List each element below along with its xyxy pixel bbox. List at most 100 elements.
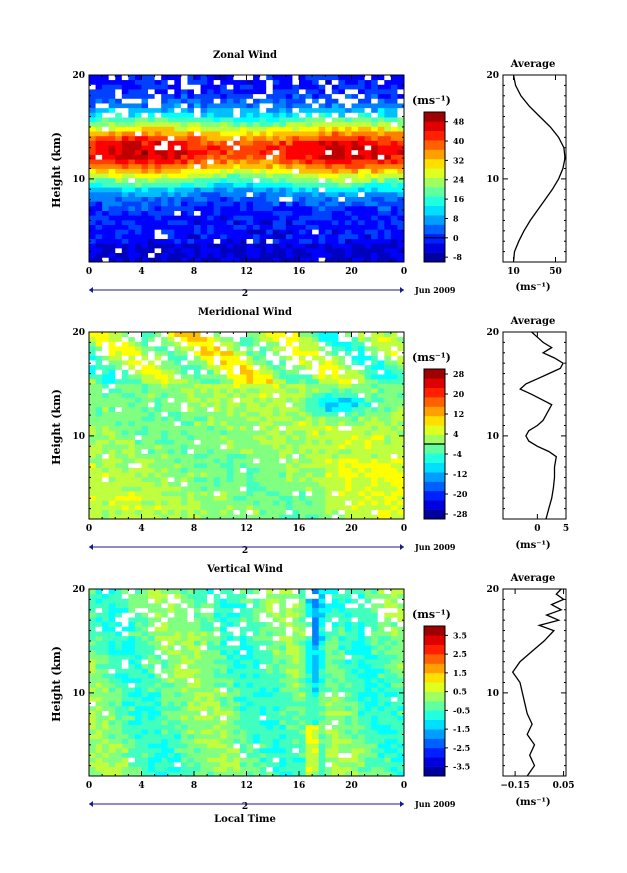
heatmap-cell	[89, 168, 96, 174]
heatmap-cell	[338, 500, 346, 506]
heatmap-cell	[200, 238, 208, 244]
heatmap-cell	[266, 336, 274, 342]
heatmap-cell	[344, 103, 352, 109]
heatmap-cell	[180, 621, 188, 627]
heatmap-cell	[312, 509, 320, 515]
heatmap-cell	[318, 392, 326, 398]
heatmap-cell	[154, 201, 162, 207]
heatmap-cell	[134, 233, 142, 240]
heatmap-cell	[194, 154, 201, 160]
heatmap-cell	[128, 696, 136, 702]
heatmap-cell	[246, 346, 254, 352]
heatmap-cell	[272, 472, 280, 478]
heatmap-cell	[358, 89, 366, 95]
heatmap-cell	[95, 177, 103, 183]
heatmap-cell	[121, 131, 129, 137]
heatmap-cell	[279, 93, 287, 99]
heatmap-cell	[115, 673, 123, 679]
heatmap-cell	[279, 360, 287, 366]
heatmap-cell	[128, 710, 136, 716]
heatmap-cell	[239, 103, 247, 109]
heatmap-cell	[253, 360, 261, 366]
heatmap-cell	[121, 696, 129, 702]
heatmap-cell	[233, 224, 241, 230]
heatmap-cell	[154, 701, 162, 707]
heatmap-cell	[174, 612, 182, 618]
heatmap-cell	[305, 406, 313, 412]
heatmap-cell	[148, 649, 156, 655]
heatmap-cell	[154, 224, 162, 230]
heatmap-cell	[174, 173, 182, 179]
heatmap-cell	[108, 84, 116, 90]
heatmap-cell	[239, 117, 247, 123]
heatmap-cell	[390, 467, 398, 473]
heatmap-cell	[364, 75, 372, 81]
heatmap-cell	[89, 715, 96, 721]
heatmap-cell	[148, 243, 156, 249]
heatmap-cell	[95, 332, 103, 338]
heatmap-cell	[174, 84, 182, 90]
heatmap-cell	[141, 612, 149, 618]
heatmap-cell	[200, 766, 208, 772]
heatmap-cell	[141, 598, 149, 604]
heatmap-cell	[207, 93, 215, 99]
day-axis-start-marker	[89, 544, 93, 550]
heatmap-cell	[161, 682, 169, 688]
heatmap-cell	[194, 257, 201, 263]
heatmap-cell	[266, 257, 274, 263]
heatmap-cell	[338, 126, 346, 132]
heatmap-cell	[108, 705, 116, 711]
heatmap-cell	[102, 705, 110, 711]
heatmap-cell	[279, 392, 287, 398]
heatmap-cell	[259, 336, 267, 342]
heatmap-cell	[213, 448, 221, 454]
heatmap-cell	[338, 103, 346, 109]
heatmap-cell	[200, 724, 208, 730]
heatmap-cell	[358, 350, 366, 356]
heatmap-cell	[115, 593, 123, 599]
heatmap-cell	[338, 117, 346, 123]
heatmap-cell	[331, 360, 339, 366]
heatmap-cell	[213, 346, 221, 352]
heatmap-cell	[154, 182, 162, 188]
heatmap-cell	[134, 89, 142, 95]
heatmap-cell	[364, 416, 372, 422]
heatmap-cell	[102, 238, 110, 244]
heatmap-cell	[299, 168, 306, 174]
heatmap-cell	[318, 490, 326, 497]
heatmap-cell	[95, 663, 103, 669]
heatmap-cell	[89, 154, 96, 160]
heatmap-cell	[161, 701, 169, 707]
heatmap-cell	[121, 612, 129, 618]
heatmap-cell	[134, 145, 142, 151]
heatmap-cell	[174, 346, 182, 352]
heatmap-cell	[325, 346, 333, 352]
heatmap-cell	[102, 159, 110, 165]
heatmap-cell	[167, 98, 175, 104]
heatmap-cell	[266, 458, 274, 464]
heatmap-cell	[102, 514, 110, 520]
heatmap-cell	[312, 462, 320, 468]
heatmap-cell	[95, 140, 103, 146]
heatmap-cell	[141, 490, 149, 497]
heatmap-cell	[194, 659, 201, 665]
heatmap-cell	[134, 687, 142, 693]
heatmap-cell	[187, 444, 195, 450]
heatmap-cell	[207, 215, 215, 221]
heatmap-cell	[397, 187, 405, 193]
heatmap-cell	[272, 402, 280, 408]
heatmap-cell	[318, 257, 326, 263]
heatmap-cell	[102, 752, 110, 758]
heatmap-cell	[384, 177, 392, 183]
heatmap-cell	[272, 89, 280, 95]
heatmap-cell	[351, 402, 359, 408]
heatmap-cell	[194, 612, 201, 618]
heatmap-cell	[312, 364, 320, 370]
heatmap-cell	[154, 687, 162, 693]
heatmap-cell	[253, 107, 261, 113]
heatmap-cell	[226, 196, 234, 202]
heatmap-cell	[305, 135, 313, 141]
heatmap-cell	[121, 145, 129, 151]
heatmap-cell	[305, 467, 313, 473]
heatmap-cell	[397, 481, 405, 487]
